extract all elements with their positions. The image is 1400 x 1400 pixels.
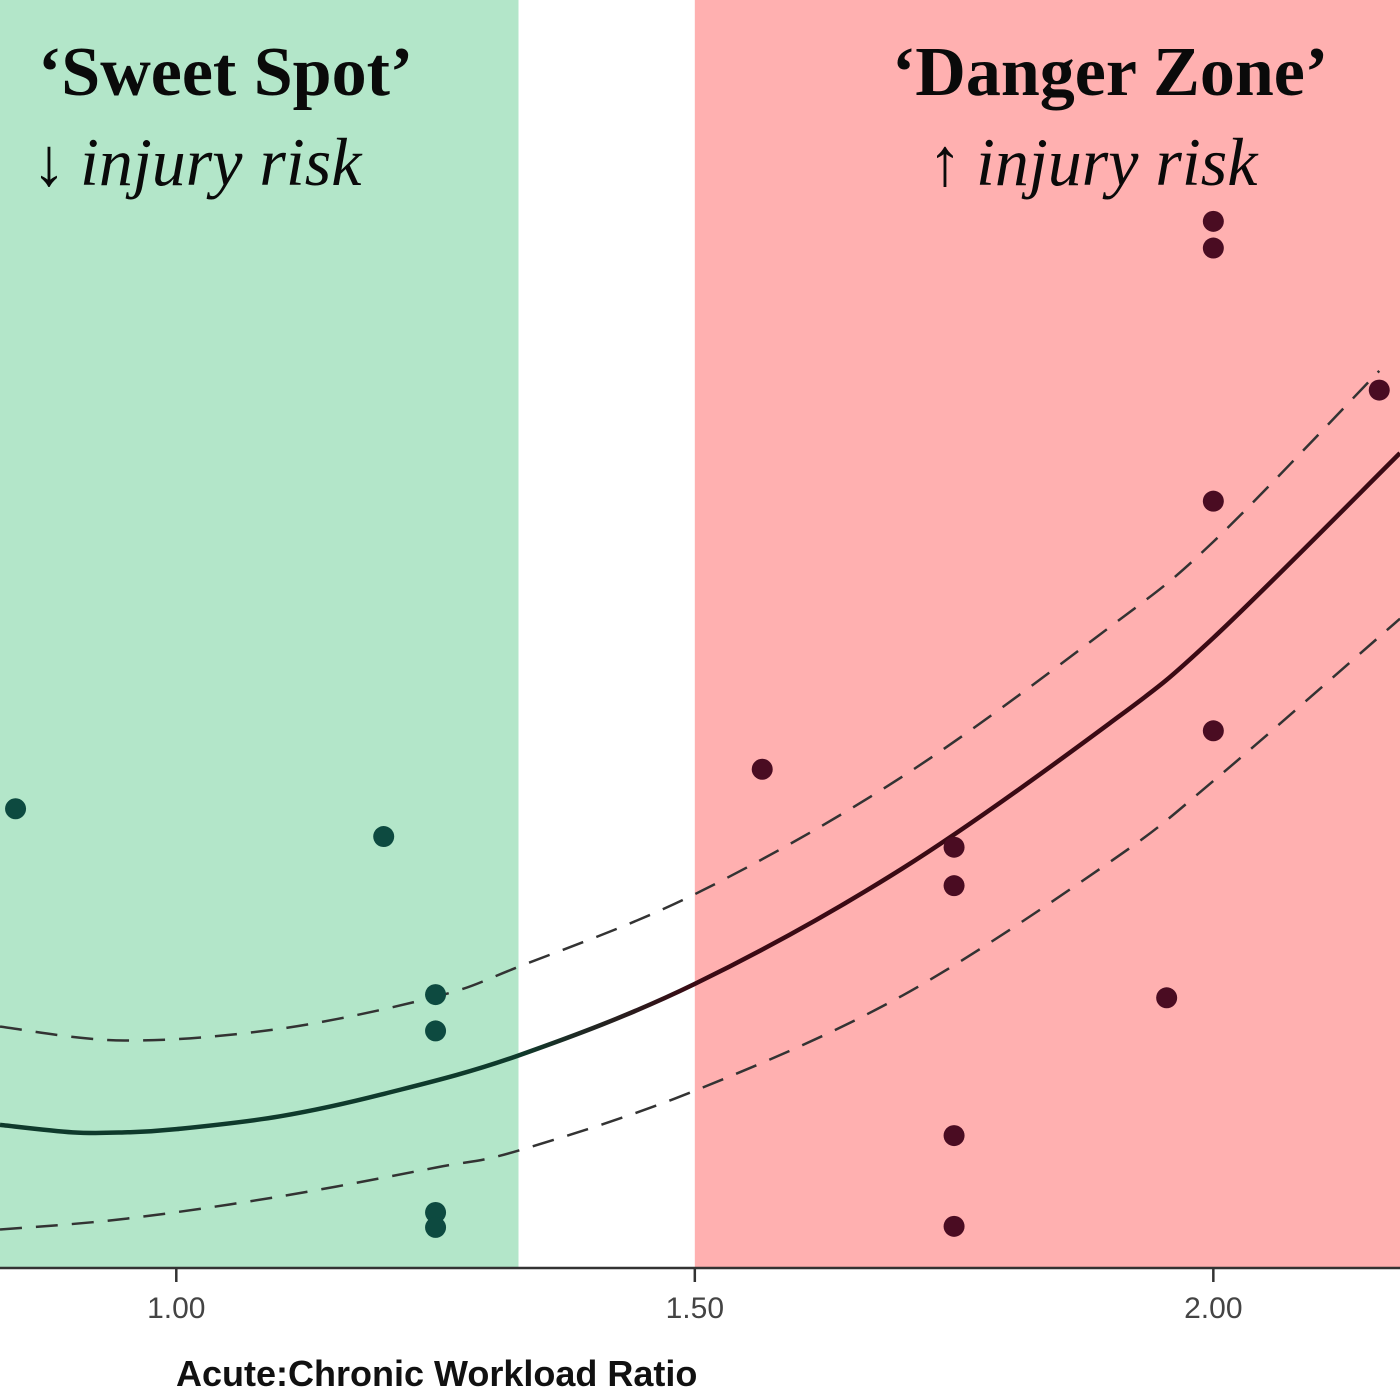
x-axis: 1.00 1.50 2.00 bbox=[0, 1266, 1400, 1325]
fit-line bbox=[0, 451, 1400, 1136]
up-arrow-icon: ↑ bbox=[928, 124, 962, 200]
data-point bbox=[1202, 237, 1224, 259]
data-point bbox=[425, 1201, 447, 1223]
sweet-spot-subtitle-text: injury risk bbox=[80, 124, 362, 200]
ci-lower-line bbox=[0, 617, 1400, 1231]
data-point bbox=[943, 836, 965, 858]
x-tick-label: 2.00 bbox=[1184, 1292, 1242, 1325]
data-point bbox=[5, 798, 27, 820]
down-arrow-icon: ↓ bbox=[32, 124, 66, 200]
data-point bbox=[425, 1020, 447, 1042]
data-point bbox=[751, 758, 773, 780]
data-point bbox=[425, 984, 447, 1006]
data-point bbox=[1202, 210, 1224, 232]
data-point bbox=[943, 1125, 965, 1147]
data-points bbox=[5, 210, 1390, 1238]
data-point bbox=[1368, 379, 1390, 401]
data-point bbox=[425, 1216, 447, 1238]
danger-zone-subtitle: ↑ injury risk bbox=[928, 128, 1257, 196]
sweet-spot-zone bbox=[0, 0, 519, 1268]
data-point bbox=[1202, 490, 1224, 512]
data-point bbox=[943, 1215, 965, 1237]
data-point bbox=[373, 826, 395, 848]
data-point bbox=[1156, 987, 1178, 1009]
danger-zone-title: ‘Danger Zone’ bbox=[892, 34, 1329, 111]
danger-zone bbox=[694, 0, 1400, 1268]
data-point bbox=[1202, 720, 1224, 742]
fit-curve bbox=[0, 451, 1400, 1136]
x-tick-label: 1.50 bbox=[666, 1292, 724, 1325]
x-axis-label: Acute:Chronic Workload Ratio bbox=[176, 1353, 698, 1394]
x-tick-label: 1.00 bbox=[147, 1292, 205, 1325]
ci-upper-line bbox=[0, 370, 1381, 1042]
data-point bbox=[943, 875, 965, 897]
middle-zone bbox=[518, 0, 695, 1268]
sweet-spot-title: ‘Sweet Spot’ bbox=[38, 34, 414, 111]
confidence-interval-lines bbox=[0, 370, 1400, 1231]
sweet-spot-subtitle: ↓ injury risk bbox=[32, 128, 361, 196]
zone-backgrounds bbox=[0, 0, 1400, 1268]
danger-zone-subtitle-text: injury risk bbox=[976, 124, 1258, 200]
